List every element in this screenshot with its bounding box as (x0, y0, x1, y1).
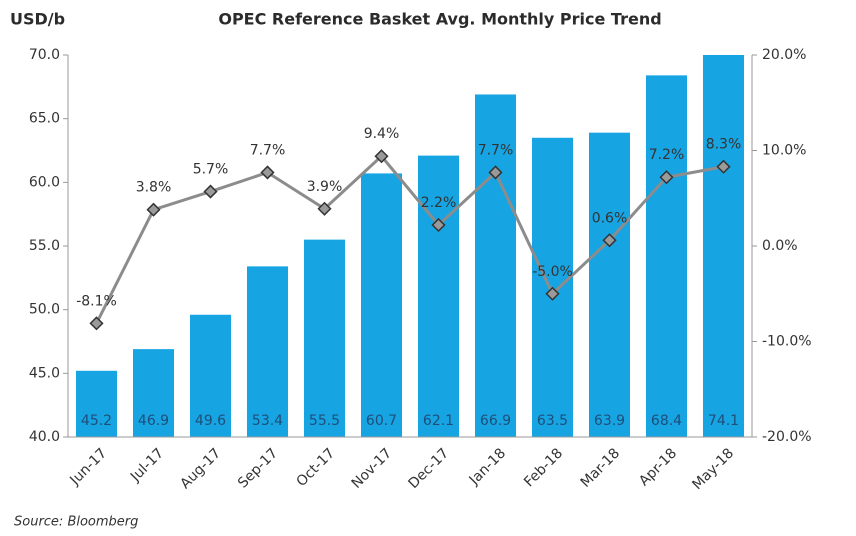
line-value-label: 7.7% (250, 142, 286, 158)
line-marker (431, 217, 446, 233)
x-tick-label: Mar-18 (578, 445, 624, 491)
x-tick-label: Oct-17 (294, 445, 339, 490)
x-tick-label: Feb-18 (521, 445, 566, 490)
x-tick-label: Sep-17 (235, 445, 281, 491)
line-marker (203, 184, 218, 199)
line-marker (260, 165, 275, 180)
line-marker (545, 286, 560, 301)
y-axis-label: USD/b (10, 10, 65, 29)
line-marker (374, 149, 389, 164)
y2-tick-label: -10.0% (762, 334, 812, 350)
bar-value-label: 60.7 (366, 413, 397, 429)
x-tick-label: Jan-18 (466, 445, 509, 488)
bar-value-label: 63.5 (537, 413, 568, 429)
line-value-label: -5.0% (532, 264, 573, 280)
bar-value-label: 45.2 (81, 413, 112, 429)
line-value-label: 5.7% (193, 162, 229, 178)
bar (360, 173, 403, 437)
line-marker (602, 233, 617, 248)
line-value-label: 8.3% (706, 137, 742, 153)
y-tick-label: 65.0 (29, 111, 60, 127)
x-tick-label: May-18 (689, 445, 737, 493)
chart-title: OPEC Reference Basket Avg. Monthly Price… (218, 10, 661, 29)
x-tick-label: Nov-17 (349, 445, 396, 492)
bar (132, 349, 175, 437)
line-marker (146, 202, 161, 217)
line-marker (488, 165, 503, 180)
y2-tick-label: 10.0% (762, 143, 806, 159)
line-marker (716, 159, 731, 174)
line-value-label: 3.9% (307, 179, 343, 195)
bar-value-label: 46.9 (138, 413, 169, 429)
line (95, 154, 724, 325)
bars (75, 55, 745, 437)
x-tick-label: Jun-17 (66, 445, 110, 489)
line-value-label: 9.4% (364, 126, 400, 142)
line-value-label: 7.2% (649, 147, 685, 163)
y2-tick-label: 0.0% (762, 238, 798, 254)
bar (189, 314, 232, 437)
x-tick-label: Jul-17 (127, 445, 167, 485)
line-value-label: -8.1% (76, 293, 117, 309)
bar-value-label: 63.9 (594, 413, 625, 429)
bar (246, 266, 289, 437)
bar-value-label: 55.5 (309, 413, 340, 429)
line-value-label: 7.7% (478, 142, 514, 158)
x-tick-label: Apr-18 (636, 445, 680, 489)
line-value-label: 0.6% (592, 210, 628, 226)
bar (588, 132, 631, 437)
line-marker (659, 170, 674, 185)
bar-value-label: 49.6 (195, 413, 226, 429)
bar (417, 155, 460, 437)
line-marker (89, 316, 104, 331)
bar (303, 239, 346, 437)
bar (645, 75, 688, 437)
line-value-label: 2.2% (421, 195, 457, 211)
y-tick-label: 70.0 (29, 47, 60, 63)
x-tick-label: Dec-17 (406, 445, 453, 492)
line-value-label: 3.8% (136, 180, 172, 196)
y-tick-label: 45.0 (29, 365, 60, 381)
bar-value-label: 66.9 (480, 413, 511, 429)
bar (75, 370, 118, 437)
line-marker (317, 201, 332, 216)
bar-value-label: 68.4 (651, 413, 682, 429)
bar (702, 55, 745, 437)
bar (474, 94, 517, 437)
y-tick-label: 50.0 (29, 302, 60, 318)
y2-tick-label: -20.0% (762, 429, 812, 445)
bar-value-label: 62.1 (423, 413, 454, 429)
x-tick-label: Aug-17 (177, 445, 224, 492)
y2-tick-label: 20.0% (762, 47, 806, 63)
source: Source: Bloomberg (14, 515, 138, 530)
y-tick-label: 40.0 (29, 429, 60, 445)
bar-value-label: 74.1 (708, 413, 739, 429)
y-tick-label: 55.0 (29, 238, 60, 254)
y-tick-label: 60.0 (29, 174, 60, 190)
bar-value-label: 53.4 (252, 413, 283, 429)
